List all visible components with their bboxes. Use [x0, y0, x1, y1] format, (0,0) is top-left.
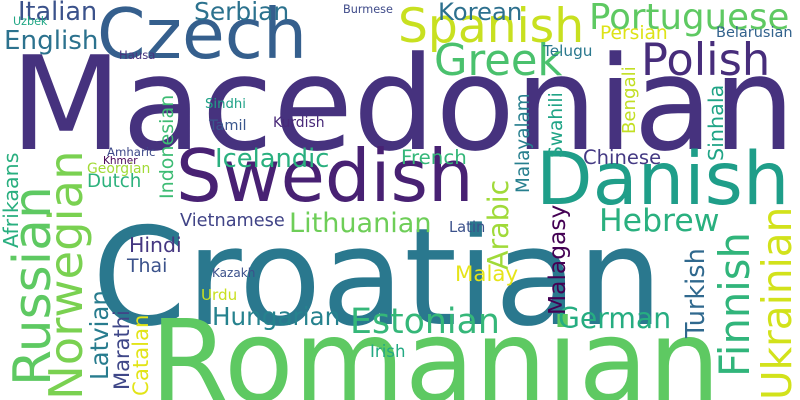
word-sinhala: Sinhala	[704, 84, 728, 161]
word-hausa: Hausa	[119, 48, 156, 62]
word-romanian: Romanian	[150, 295, 721, 400]
word-serbian: Serbian	[194, 0, 290, 26]
word-persian: Persian	[600, 23, 668, 44]
word-chinese: Chinese	[583, 146, 662, 169]
word-korean: Korean	[438, 0, 523, 26]
word-vietnamese: Vietnamese	[180, 211, 285, 231]
word-ukrainian: Ukrainian	[753, 206, 800, 400]
word-georgian: Georgian	[87, 161, 151, 177]
word-hebrew: Hebrew	[599, 203, 720, 239]
word-polish: Polish	[641, 33, 771, 86]
word-swahili: Swahili	[546, 92, 567, 158]
word-indonesian: Indonesian	[156, 94, 178, 199]
word-telugu: Telugu	[543, 42, 593, 60]
word-greek: Greek	[434, 36, 563, 86]
word-lithuanian: Lithuanian	[289, 208, 432, 239]
word-hungarian: Hungarian	[212, 302, 341, 331]
word-italian: Italian	[18, 0, 98, 27]
word-sindhi: Sindhi	[205, 97, 246, 112]
word-malay: Malay	[455, 262, 519, 287]
word-finnish: Finnish	[710, 232, 759, 377]
word-arabic: Arabic	[482, 179, 515, 270]
word-latin: Latin	[449, 219, 486, 236]
word-turkish: Turkish	[681, 248, 711, 338]
word-english: English	[4, 26, 99, 56]
word-amharic: Amharic	[107, 145, 156, 159]
word-burmese: Burmese	[343, 3, 393, 16]
word-tamil: Tamil	[209, 118, 247, 134]
word-afrikaans: Afrikaans	[0, 152, 23, 248]
word-icelandic: Icelandic	[215, 144, 330, 174]
word-spanish: Spanish	[398, 0, 585, 54]
word-danish: Danish	[536, 137, 790, 222]
word-estonian: Estonian	[350, 302, 500, 342]
word-belarusian: Belarusian	[716, 25, 793, 41]
word-hindi: Hindi	[129, 233, 182, 257]
word-kazakh: Kazakh	[212, 266, 256, 280]
word-macedonian: Macedonian	[10, 28, 796, 180]
word-thai: Thai	[127, 255, 168, 277]
word-irish: Irish	[370, 342, 406, 361]
word-khmer: Khmer	[103, 155, 138, 167]
word-kurdish: Kurdish	[273, 115, 325, 131]
word-catalan: Catalan	[129, 314, 154, 397]
word-dutch: Dutch	[87, 171, 142, 192]
word-czech: Czech	[97, 0, 308, 75]
word-bengali: Bengali	[619, 66, 640, 134]
word-croatian: Croatian	[92, 199, 663, 356]
word-urdu: Urdu	[201, 286, 238, 304]
word-malagasy: Malagasy	[543, 204, 571, 315]
word-malayalam: Malayalam	[513, 93, 534, 193]
word-portuguese: Portuguese	[589, 0, 790, 38]
word-uzbek: Uzbek	[13, 15, 48, 28]
word-french: French	[401, 146, 467, 169]
word-german: German	[558, 302, 672, 335]
word-swedish: Swedish	[176, 134, 474, 218]
word-latvian: Latvian	[85, 290, 114, 380]
